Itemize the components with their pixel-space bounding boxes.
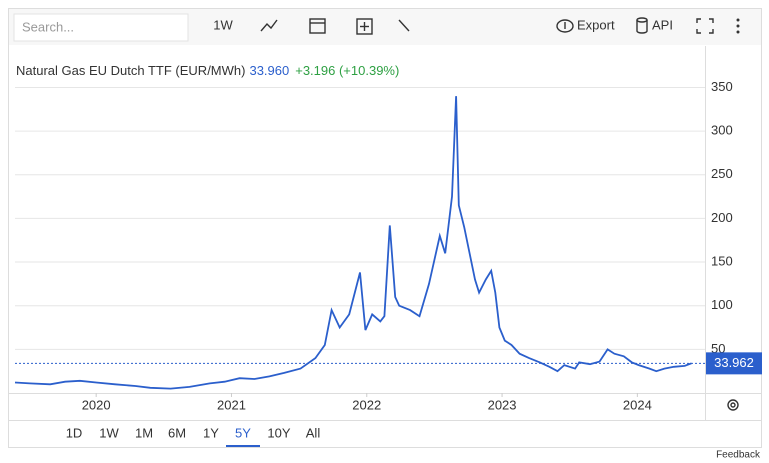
interval-button[interactable]: 1W xyxy=(213,17,233,32)
x-tick-label: 2021 xyxy=(217,397,246,412)
price: 33.960 xyxy=(249,63,289,78)
tools-icon[interactable] xyxy=(398,19,410,32)
y-tick-label: 350 xyxy=(711,79,733,94)
range-button[interactable]: 10Y xyxy=(267,425,290,440)
export-button[interactable]: Export xyxy=(577,17,615,32)
chart-title: Natural Gas EU Dutch TTF (EUR/MWh) xyxy=(16,63,245,78)
export-icon[interactable] xyxy=(556,19,574,33)
api-icon[interactable] xyxy=(636,17,648,34)
calendar-icon[interactable] xyxy=(309,18,326,34)
price-line xyxy=(14,96,692,390)
last-value-label: 33.962 xyxy=(714,355,754,370)
feedback-link[interactable]: Feedback xyxy=(716,450,761,461)
range-button[interactable]: 1D xyxy=(66,425,83,440)
price-change: +3.196 (+10.39%) xyxy=(295,63,399,78)
add-icon[interactable] xyxy=(356,18,373,35)
y-tick-label: 150 xyxy=(711,253,733,268)
x-tick-label: 2023 xyxy=(488,397,517,412)
y-tick-label: 250 xyxy=(711,166,733,181)
last-value-box xyxy=(706,352,762,375)
chart-header: Natural Gas EU Dutch TTF (EUR/MWh) 33.960… xyxy=(16,63,399,78)
frame xyxy=(8,8,762,448)
x-tick-label: 2020 xyxy=(82,397,111,412)
settings-icon[interactable] xyxy=(727,399,739,411)
range-button[interactable]: 6M xyxy=(168,425,186,440)
chart-type-icon[interactable] xyxy=(260,19,278,32)
fullscreen-icon[interactable] xyxy=(696,18,714,34)
y-tick-label: 100 xyxy=(711,297,733,312)
y-tick-label: 200 xyxy=(711,210,733,225)
x-tick-label: 2022 xyxy=(352,397,381,412)
range-button[interactable]: 1M xyxy=(135,425,153,440)
range-button[interactable]: All xyxy=(306,425,321,440)
range-button[interactable]: 5Y xyxy=(235,425,251,440)
menu-icon[interactable] xyxy=(736,18,740,34)
api-button[interactable]: API xyxy=(652,17,673,32)
search-placeholder: Search... xyxy=(22,19,74,34)
search-box[interactable] xyxy=(13,13,189,42)
range-button[interactable]: 1W xyxy=(99,425,119,440)
x-tick-label: 2024 xyxy=(623,397,652,412)
y-tick-label: 50 xyxy=(711,341,725,356)
y-tick-label: 300 xyxy=(711,123,733,138)
range-button[interactable]: 1Y xyxy=(203,425,219,440)
